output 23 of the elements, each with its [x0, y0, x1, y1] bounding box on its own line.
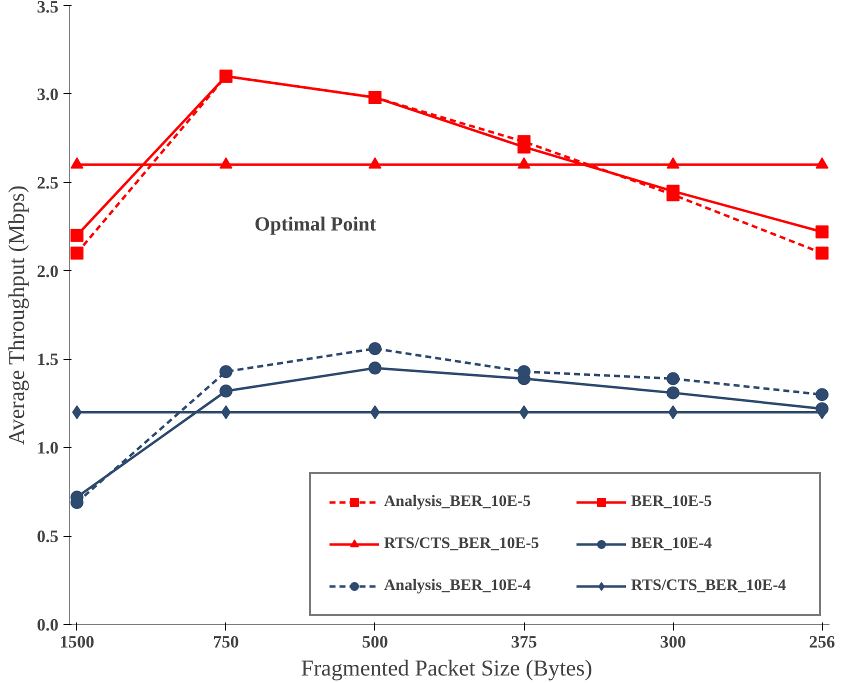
legend-label: Analysis_BER_10E-4	[384, 577, 532, 595]
x-tick-label: 256	[809, 632, 836, 652]
x-axis-title: Fragmented Packet Size (Bytes)	[301, 656, 592, 680]
legend-label: Analysis_BER_10E-5	[384, 493, 532, 511]
y-tick-label: 3.0	[36, 84, 59, 104]
y-tick-label: 2.0	[36, 262, 59, 281]
legend-label: BER_10E-4	[631, 535, 713, 553]
y-tick-label: 0.5	[36, 527, 59, 546]
x-tick-label: 300	[660, 632, 686, 652]
legend-label: RTS/CTS_BER_10E-5	[384, 535, 540, 553]
x-tick-label: 750	[212, 632, 239, 652]
y-tick-label: 0.0	[36, 616, 59, 634]
y-tick-label: 1.0	[36, 438, 59, 458]
legend-label: BER_10E-5	[631, 493, 713, 511]
y-tick-label: 2.5	[36, 173, 59, 192]
y-axis-title: Average Throughput (Mbps)	[4, 185, 29, 446]
annotation: Optimal Point	[254, 213, 377, 236]
x-tick-label: 375	[511, 632, 538, 652]
x-tick-label: 500	[362, 632, 388, 652]
y-tick-label: 1.5	[36, 350, 59, 370]
y-tick-label: 3.5	[36, 0, 59, 16]
x-tick-label: 1500	[60, 632, 94, 652]
legend-label: RTS/CTS_BER_10E-4	[631, 577, 788, 595]
